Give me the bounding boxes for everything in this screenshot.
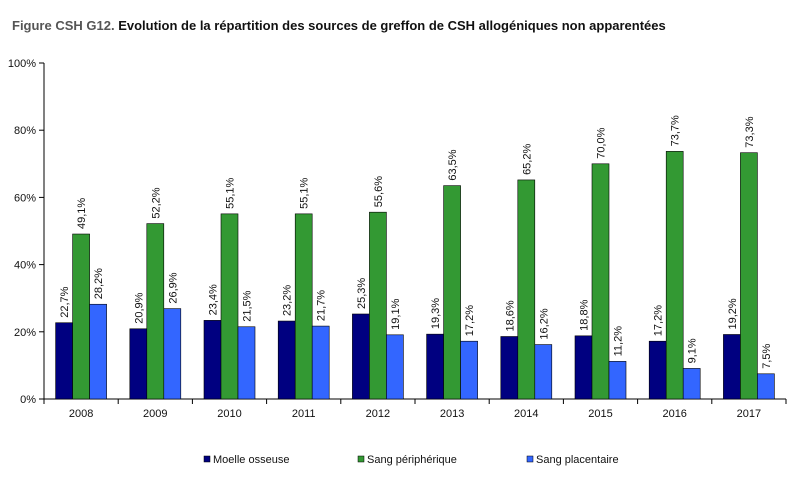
- bar: [146, 223, 165, 400]
- bar: [534, 344, 553, 400]
- data-label: 22,7%: [59, 286, 71, 317]
- bar: [740, 152, 758, 400]
- x-tick-label: 2015: [588, 408, 612, 420]
- data-label: 9,1%: [687, 338, 699, 363]
- bar: [163, 308, 182, 400]
- bar: [369, 211, 387, 400]
- bar: [608, 361, 627, 400]
- bar: [517, 179, 536, 400]
- figure-number: Figure CSH G12.: [12, 18, 115, 33]
- y-tick-label: 60%: [14, 192, 36, 204]
- data-label: 65,2%: [521, 144, 533, 175]
- data-label: 18,8%: [579, 299, 591, 330]
- bar: [220, 213, 239, 400]
- bar: [129, 328, 148, 400]
- legend-label: Sang périphérique: [367, 454, 457, 466]
- y-tick-label: 100%: [8, 58, 36, 70]
- bar: [294, 213, 313, 400]
- data-label: 16,2%: [538, 308, 550, 339]
- y-tick-label: 40%: [14, 260, 36, 272]
- bar: [72, 233, 90, 400]
- legend-swatch: [203, 455, 211, 463]
- data-label: 19,3%: [430, 298, 442, 329]
- data-label: 11,2%: [613, 326, 625, 357]
- data-label: 17,2%: [464, 305, 476, 336]
- bar: [426, 333, 444, 400]
- data-label: 20,9%: [133, 292, 145, 323]
- bar: [500, 336, 519, 400]
- data-label: 23,2%: [282, 285, 294, 316]
- bar: [460, 340, 478, 400]
- legend-swatch: [357, 455, 365, 463]
- data-label: 19,1%: [390, 298, 402, 329]
- x-tick-label: 2011: [292, 408, 316, 420]
- x-tick-label: 2009: [143, 408, 167, 420]
- y-tick-label: 0%: [20, 394, 36, 406]
- bar: [386, 334, 404, 400]
- chart-title: Figure CSH G12. Evolution de la répartit…: [12, 18, 666, 33]
- data-label: 17,2%: [653, 305, 665, 336]
- data-label: 28,2%: [93, 268, 105, 299]
- bar: [352, 313, 370, 400]
- data-label: 73,3%: [744, 116, 756, 147]
- data-label: 63,5%: [447, 149, 459, 180]
- bar: [237, 326, 256, 400]
- x-tick-label: 2014: [514, 408, 538, 420]
- bar: [665, 151, 684, 400]
- data-label: 21,7%: [316, 290, 328, 321]
- bar: [723, 334, 741, 400]
- y-tick-label: 80%: [14, 125, 36, 137]
- x-tick-label: 2010: [217, 408, 241, 420]
- bar: [757, 373, 775, 400]
- bar: [443, 185, 461, 400]
- chart-title-text: Evolution de la répartition des sources …: [118, 18, 666, 33]
- data-label: 26,9%: [167, 272, 179, 303]
- x-tick-label: 2012: [366, 408, 390, 420]
- data-label: 18,6%: [504, 300, 516, 331]
- data-label: 55,1%: [299, 177, 311, 208]
- bar: [574, 335, 593, 400]
- legend-label: Sang placentaire: [536, 454, 619, 466]
- x-tick-label: 2016: [662, 408, 686, 420]
- bar: [55, 322, 73, 400]
- y-tick-label: 20%: [14, 327, 36, 339]
- data-label: 55,1%: [225, 177, 237, 208]
- data-label: 21,5%: [242, 290, 254, 321]
- bar: [203, 320, 222, 400]
- legend-swatch: [526, 455, 534, 463]
- data-label: 7,5%: [761, 344, 773, 369]
- bar: [648, 340, 667, 400]
- data-label: 52,2%: [150, 187, 162, 218]
- legend-label: Moelle osseuse: [213, 454, 289, 466]
- data-label: 70,0%: [596, 127, 608, 158]
- data-label: 25,3%: [356, 278, 368, 309]
- x-tick-label: 2008: [69, 408, 93, 420]
- bar: [591, 163, 610, 400]
- data-label: 73,7%: [670, 115, 682, 146]
- data-label: 55,6%: [373, 176, 385, 207]
- bar: [311, 325, 330, 400]
- data-label: 19,2%: [727, 298, 739, 329]
- bar: [682, 368, 701, 400]
- x-tick-label: 2017: [737, 408, 761, 420]
- x-tick-label: 2013: [440, 408, 464, 420]
- data-label: 49,1%: [76, 198, 88, 229]
- bar: [277, 320, 296, 400]
- data-label: 23,4%: [208, 284, 220, 315]
- bar: [89, 303, 107, 400]
